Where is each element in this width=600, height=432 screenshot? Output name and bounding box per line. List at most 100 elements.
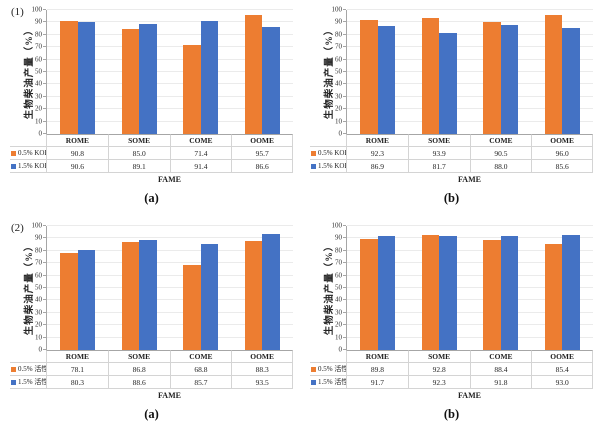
- bar-some: [121, 28, 140, 134]
- y-tick-label: 20: [335, 320, 342, 329]
- y-tick-mark: [43, 33, 46, 35]
- category-header-oome: OOME: [531, 350, 593, 363]
- y-tick-label: 0: [338, 129, 343, 138]
- y-tick-label: 10: [35, 117, 42, 126]
- chart-panel: 生物柴油产量（%） 0 10 20 30 40 50 60 70 80 90 100 ROME SOME C…: [310, 5, 593, 206]
- gridline: [347, 9, 593, 10]
- bar-come: [483, 240, 501, 350]
- y-tick-label: 20: [35, 104, 42, 113]
- gridline: [347, 120, 593, 122]
- y-tick-label: 50: [35, 67, 42, 76]
- plot-area: [343, 9, 593, 134]
- gridline: [47, 83, 293, 85]
- category-header-some: SOME: [407, 350, 470, 363]
- legend-cell: 1.5% KOH: [10, 160, 46, 173]
- value-cell: 92.3: [346, 147, 408, 160]
- value-cell: 80.3: [46, 376, 108, 389]
- category-slot-some: [109, 10, 171, 134]
- legend-label: 0.5% 活性炭: [318, 365, 346, 373]
- value-cell: 93.5: [231, 376, 293, 389]
- bar-oome: [262, 26, 280, 134]
- y-tick-label: 100: [331, 5, 343, 14]
- legend-cell: 0.5% KOH: [10, 147, 46, 160]
- y-tick-label: 60: [35, 55, 42, 64]
- y-tick-mark: [343, 262, 346, 264]
- y-tick-mark: [343, 9, 346, 10]
- bar-oome: [244, 15, 263, 134]
- y-tick-mark: [43, 311, 46, 313]
- category-slot-come: [470, 10, 532, 134]
- bar-come: [500, 24, 519, 134]
- panel-cell-2a: (2) 生物柴油产量（%） 0 10 20 30 40 50 60 70 80 90 100 ROME SO…: [0, 216, 300, 432]
- plot-row: 生物柴油产量（%） 0 10 20 30 40 50 60 70 80 90 100: [10, 6, 293, 137]
- value-cell: 85.4: [531, 363, 593, 376]
- y-tick-mark: [43, 71, 46, 72]
- plot-row: 生物柴油产量（%） 0 10 20 30 40 50 60 70 80 90 100: [310, 5, 593, 137]
- category-slot-oome: [232, 226, 294, 350]
- category-header-come: COME: [169, 134, 232, 147]
- panel-caption: (b): [443, 407, 460, 421]
- gridline: [347, 287, 593, 288]
- y-tick-label: 0: [38, 129, 43, 138]
- legend-swatch: [311, 379, 316, 385]
- bars-layer: [347, 226, 593, 350]
- legend-swatch: [11, 366, 16, 372]
- value-cell: 85.0: [107, 147, 170, 160]
- legend-swatch: [311, 366, 316, 372]
- y-axis-area: 生物柴油产量（%） 0 10 20 30 40 50 60 70 80 90 100: [10, 222, 46, 353]
- bar-come: [200, 243, 219, 350]
- category-header-rome: ROME: [346, 350, 408, 363]
- gridline: [347, 71, 593, 72]
- gridline: [347, 324, 593, 326]
- y-tick-mark: [343, 83, 346, 85]
- y-tick-label: 90: [35, 17, 42, 26]
- y-tick-mark: [343, 349, 346, 350]
- bar-rome: [60, 253, 78, 350]
- legend-label: 0.5% KOH: [318, 149, 346, 157]
- gridline: [347, 225, 593, 226]
- y-tick-mark: [343, 120, 346, 122]
- category-header-come: COME: [169, 350, 232, 363]
- category-slot-rome: [47, 226, 109, 350]
- y-tick-label: 50: [35, 283, 42, 292]
- y-tick-mark: [43, 133, 46, 134]
- chart-panel: (2) 生物柴油产量（%） 0 10 20 30 40 50 60 70 80 90 100 ROME SO…: [10, 222, 293, 422]
- value-cell: 92.8: [407, 363, 470, 376]
- y-tick-label: 60: [335, 271, 342, 280]
- value-cell: 88.6: [107, 376, 170, 389]
- category-slot-rome: [347, 10, 409, 134]
- y-tick-mark: [343, 33, 346, 35]
- y-tick-mark: [343, 133, 346, 134]
- bar-some: [439, 32, 457, 134]
- value-cell: 88.3: [231, 363, 293, 376]
- category-header-some: SOME: [107, 134, 170, 147]
- category-slot-come: [470, 226, 532, 350]
- y-tick-label: 40: [335, 295, 342, 304]
- bars-layer: [47, 226, 293, 350]
- x-axis-title: FAME: [458, 391, 481, 400]
- gridline: [47, 33, 293, 35]
- y-tick-label: 0: [38, 345, 43, 354]
- gridline: [47, 237, 293, 239]
- y-tick-label: 10: [335, 333, 342, 342]
- gridline: [347, 262, 593, 264]
- bar-oome: [544, 244, 563, 350]
- y-tick-mark: [43, 95, 46, 97]
- y-tick-mark: [343, 95, 346, 97]
- value-cell: 89.1: [107, 160, 170, 173]
- value-cell: 71.4: [169, 147, 232, 160]
- y-axis-area: 生物柴油产量（%） 0 10 20 30 40 50 60 70 80 90 100: [10, 6, 46, 137]
- legend-label: 1.5% KOH: [18, 162, 46, 170]
- table-corner-cell: [10, 134, 46, 147]
- gridline: [347, 46, 593, 48]
- category-header-oome: OOME: [231, 134, 293, 147]
- y-tick-label: 10: [335, 117, 342, 126]
- y-axis-title: 生物柴油产量（%）: [25, 24, 35, 120]
- value-cell: 88.4: [469, 363, 532, 376]
- y-tick-label: 40: [335, 79, 342, 88]
- y-tick-mark: [43, 287, 46, 288]
- panel-cell-2b: 生物柴油产量（%） 0 10 20 30 40 50 60 70 80 90 100 ROME SOME C…: [300, 216, 600, 432]
- panel-caption: (a): [144, 191, 159, 205]
